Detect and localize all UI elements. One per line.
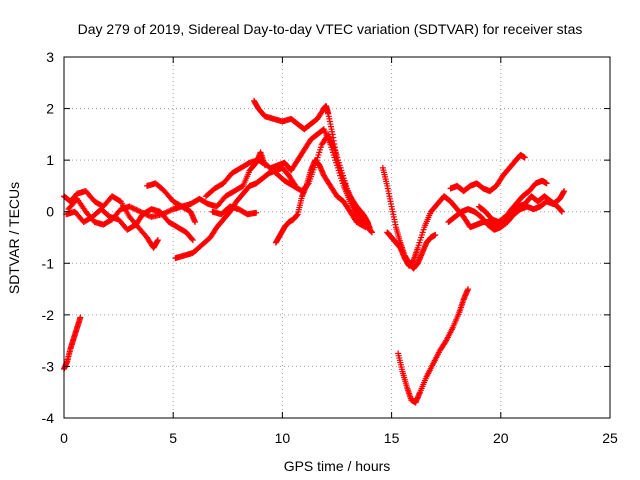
y-tick-label: -4 bbox=[42, 410, 55, 426]
y-tick-label: 1 bbox=[46, 152, 54, 168]
data-point bbox=[130, 205, 137, 212]
data-point bbox=[134, 207, 141, 214]
data-point bbox=[362, 224, 369, 231]
x-tick-label: 15 bbox=[384, 430, 400, 446]
data-point bbox=[561, 188, 568, 195]
data-point bbox=[141, 210, 148, 217]
data-point bbox=[162, 210, 169, 217]
series-arc-17 bbox=[475, 193, 565, 226]
data-point bbox=[558, 208, 565, 215]
data-point bbox=[167, 207, 174, 214]
data-point bbox=[189, 237, 196, 244]
data-point bbox=[160, 210, 167, 217]
series-arc-2 bbox=[61, 188, 161, 251]
series-arc-16 bbox=[447, 151, 528, 195]
data-point bbox=[77, 314, 84, 321]
data-point bbox=[521, 154, 528, 161]
data-point bbox=[361, 223, 368, 230]
x-tick-label: 10 bbox=[275, 430, 291, 446]
series-arc-14 bbox=[395, 286, 472, 406]
series-arc-5 bbox=[143, 149, 268, 210]
series-arc-11 bbox=[272, 157, 369, 246]
series-arc-9 bbox=[251, 97, 373, 233]
data-point bbox=[137, 208, 144, 215]
chart-title: Day 279 of 2019, Sidereal Day-to-day VTE… bbox=[78, 21, 583, 37]
data-point bbox=[543, 180, 550, 187]
y-tick-label: -1 bbox=[42, 255, 55, 271]
x-tick-label: 20 bbox=[493, 430, 509, 446]
data-point bbox=[138, 209, 145, 216]
y-tick-label: 0 bbox=[46, 204, 54, 220]
data-point bbox=[159, 211, 166, 218]
data-point bbox=[129, 204, 136, 211]
data-point bbox=[166, 208, 173, 215]
data-point bbox=[432, 231, 439, 238]
data-point bbox=[142, 211, 149, 218]
x-axis-label: GPS time / hours bbox=[284, 458, 391, 474]
x-tick-label: 0 bbox=[60, 430, 68, 446]
data-point bbox=[145, 212, 152, 219]
series-arc-15 bbox=[445, 188, 568, 233]
data-point bbox=[136, 208, 143, 215]
y-tick-label: 2 bbox=[46, 101, 54, 117]
data-point bbox=[192, 219, 199, 226]
y-tick-label: -2 bbox=[42, 307, 55, 323]
data-point bbox=[189, 236, 196, 243]
data-point bbox=[253, 209, 260, 216]
axis-ticks: 0 5 10 15 20 25 -4 -3 -2 -1 0 1 2 3 bbox=[42, 49, 618, 446]
y-tick-label: 3 bbox=[46, 49, 54, 65]
y-axis-label: SDTVAR / TECUs bbox=[6, 182, 22, 294]
x-tick-label: 5 bbox=[169, 430, 177, 446]
data-point bbox=[144, 211, 151, 218]
plot-frame bbox=[63, 56, 611, 419]
data-point bbox=[126, 203, 133, 210]
data-point bbox=[127, 204, 134, 211]
data-point bbox=[133, 206, 140, 213]
data-point bbox=[164, 208, 171, 215]
y-tick-label: -3 bbox=[42, 358, 55, 374]
data-point bbox=[163, 209, 170, 216]
x-tick-label: 25 bbox=[602, 430, 618, 446]
data-series bbox=[61, 97, 568, 406]
data-point bbox=[140, 210, 147, 217]
series-arc-8 bbox=[209, 203, 260, 218]
data-point bbox=[465, 286, 472, 293]
data-point bbox=[154, 237, 161, 244]
data-point bbox=[131, 206, 138, 213]
